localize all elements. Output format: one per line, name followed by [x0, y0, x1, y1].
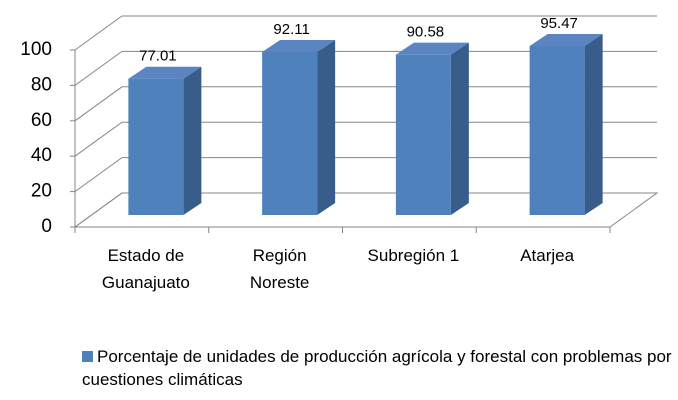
grid-line	[74, 50, 657, 86]
grid-line	[74, 121, 657, 157]
grid-line	[74, 15, 657, 51]
bar-side	[183, 66, 202, 216]
y-tick-label: 20	[31, 181, 52, 202]
x-tick-label: Subregión 1	[367, 246, 460, 265]
y-tick-label: 80	[31, 74, 52, 95]
bar-top	[262, 39, 336, 52]
x-tick-label: Región Noreste	[249, 246, 310, 292]
bar-top	[529, 34, 603, 47]
bar	[262, 51, 318, 215]
legend-swatch	[82, 351, 93, 362]
y-tick-label: 0	[41, 216, 52, 237]
data-label: 92.11	[273, 21, 309, 38]
bar-side	[450, 42, 469, 215]
data-label: 77.01	[139, 48, 177, 65]
y-tick-label: 40	[31, 145, 52, 166]
grid-line	[74, 86, 657, 122]
y-tick-label: 100	[20, 39, 52, 60]
legend: Porcentaje de unidades de producción agr…	[82, 345, 672, 391]
data-label: 90.58	[407, 24, 445, 41]
grid-line	[74, 157, 657, 193]
bar	[395, 54, 451, 215]
bar-top	[395, 42, 469, 55]
legend-label: Porcentaje de unidades de producción agr…	[82, 347, 672, 389]
bar-top	[128, 66, 202, 79]
bar-side	[584, 34, 603, 216]
bar	[529, 46, 585, 216]
bar	[128, 78, 184, 216]
data-label: 95.47	[540, 15, 578, 32]
x-tick-label: Estado de Guanajuato	[101, 246, 190, 292]
y-tick-label: 60	[31, 110, 52, 131]
x-tick-label: Atarjea	[520, 246, 575, 265]
grid-line	[74, 192, 657, 228]
bar-side	[317, 39, 336, 215]
